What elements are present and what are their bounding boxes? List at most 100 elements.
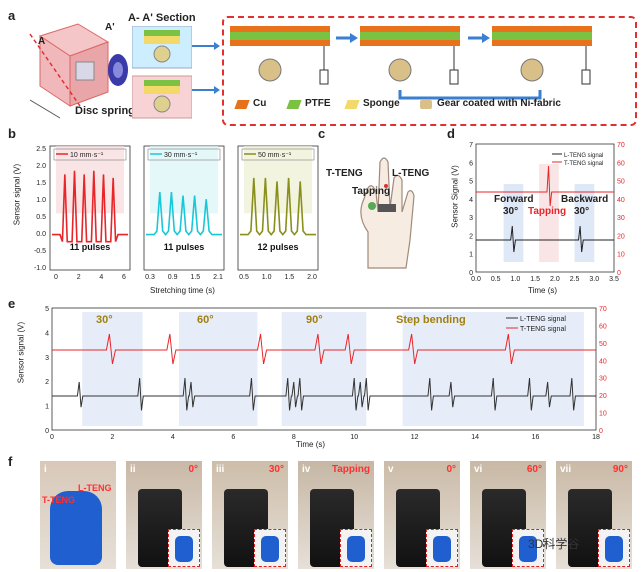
section-arrows xyxy=(192,42,220,94)
d-ytick-left: 1 xyxy=(469,252,473,259)
photo-angle: 90° xyxy=(612,464,628,475)
backward-angle: 30° xyxy=(574,206,590,217)
d-ytick-left: 2 xyxy=(469,233,473,240)
b-legend-box-2 xyxy=(241,148,315,161)
panel-b-ylabel: Sensor signal (V) xyxy=(12,163,22,226)
b-legend-box-0 xyxy=(53,148,127,161)
e-l-teng-trace xyxy=(52,377,596,411)
e-legend-l: L-TENG signal xyxy=(520,316,566,323)
dim-a2-label: A' xyxy=(105,22,115,33)
glove-image xyxy=(261,536,279,562)
glove-inset xyxy=(426,529,458,567)
panel-e-label: e xyxy=(8,296,16,311)
d-ytick-left: 3 xyxy=(469,215,473,222)
d-ytick-left: 4 xyxy=(469,197,473,204)
d-ytick-left: 5 xyxy=(469,179,473,186)
legend-gear-swatch xyxy=(420,100,432,109)
d-ytick-right: 30 xyxy=(617,215,625,222)
photo-ii: ii 0° xyxy=(126,461,202,569)
e-ytick-right: 50 xyxy=(599,341,607,348)
glove-image xyxy=(175,536,193,562)
backward-label: Backward xyxy=(561,194,609,205)
e-ytick-right: 60 xyxy=(599,323,607,330)
glove-image xyxy=(347,536,365,562)
e-ytick-left: 3 xyxy=(45,355,49,362)
photo-vii: vii 90° xyxy=(556,461,632,569)
e-xtick: 0 xyxy=(50,434,54,441)
d-xtick: 3.5 xyxy=(609,276,619,283)
e-xtick: 6 xyxy=(231,434,235,441)
e-highlight-0 xyxy=(82,312,143,426)
glove-image xyxy=(50,491,102,565)
mechanism-frame xyxy=(222,16,637,126)
hand-illustration xyxy=(360,157,415,269)
angle-90-label: 90° xyxy=(306,314,323,326)
angle-30-label: 30° xyxy=(96,314,113,326)
d-t-teng-trace xyxy=(476,165,614,207)
b-ytick: 0.5 xyxy=(36,214,46,221)
e-xtick: 16 xyxy=(532,434,540,441)
d-ytick-right: 40 xyxy=(617,197,625,204)
e-ytick-left: 2 xyxy=(45,379,49,386)
b-pulses-2: 12 pulses xyxy=(257,242,298,252)
b-ytick: 2.0 xyxy=(36,163,46,170)
photo-tag: vi xyxy=(474,464,483,475)
d-xtick: 1.5 xyxy=(530,276,540,283)
d-xtick: 0.5 xyxy=(491,276,501,283)
d-legend-t: T-TENG signal xyxy=(564,161,603,167)
d-ytick-right: 0 xyxy=(617,270,621,277)
panel-b-xlabel: Stretching time (s) xyxy=(150,286,215,295)
glove-inset xyxy=(168,529,200,567)
glove-inset xyxy=(598,529,630,567)
b-pulses-1: 11 pulses xyxy=(164,242,205,252)
tapping-label: Tapping xyxy=(352,186,391,197)
e-ytick-right: 40 xyxy=(599,358,607,365)
legend-sponge: Sponge xyxy=(363,98,400,109)
d-ytick-right: 20 xyxy=(617,233,625,240)
photo-angle: 0° xyxy=(446,464,456,475)
b-xtick: 0.9 xyxy=(168,274,178,281)
e-highlight-1 xyxy=(178,312,258,426)
panel-b-yticks: 2.5 2.0 1.5 1.0 0.5 0.0 -0.5 -1.0 xyxy=(24,146,48,272)
b-signal-trace-0 xyxy=(52,170,128,243)
disc-spring-label: Disc spring xyxy=(75,105,135,117)
e-xtick: 12 xyxy=(411,434,419,441)
e-highlight-3 xyxy=(402,312,584,426)
tapping-signal-label: Tapping xyxy=(528,206,567,217)
b-xtick: 1.5 xyxy=(284,274,294,281)
e-xtick: 10 xyxy=(350,434,358,441)
glove-image xyxy=(433,536,451,562)
b-xtick: 0.3 xyxy=(145,274,155,281)
photo-vi: vi 60° xyxy=(470,461,546,569)
b-ytick: -1.0 xyxy=(33,265,46,272)
e-xtick: 14 xyxy=(471,434,479,441)
b-signal-trace-1 xyxy=(146,191,222,236)
e-ytick-left: 0 xyxy=(45,428,49,435)
angle-60-label: 60° xyxy=(197,314,214,326)
e-highlight-2 xyxy=(281,312,367,426)
b-ytick: 1.0 xyxy=(36,197,46,204)
e-ytick-right: 10 xyxy=(599,411,607,418)
d-ytick-left: 0 xyxy=(469,270,473,277)
glove-image xyxy=(519,536,537,562)
glove-image xyxy=(605,536,623,562)
b-xtick: 4 xyxy=(99,274,103,281)
b-legend-0: 10 mm·s⁻¹ xyxy=(70,152,104,159)
d-highlight-tapping xyxy=(539,164,559,262)
photo-tag: vii xyxy=(560,464,572,475)
b-xtick: 2.0 xyxy=(307,274,317,281)
panel-d-label: d xyxy=(447,126,455,141)
b-xtick: 2.1 xyxy=(213,274,223,281)
l-teng-label: L-TENG xyxy=(392,168,430,179)
panel-b-label: b xyxy=(8,126,16,141)
b-xtick: 2 xyxy=(77,274,81,281)
glove-inset xyxy=(254,529,286,567)
photo-angle: 30° xyxy=(268,464,284,475)
b-pulses-0: 11 pulses xyxy=(70,242,111,252)
photo-l-teng-label: L-TENG xyxy=(78,483,112,493)
photo-angle: 0° xyxy=(188,464,198,475)
d-ytick-right: 60 xyxy=(617,160,625,167)
watermark: 3D科学谷 xyxy=(528,537,580,551)
b-legend-box-1 xyxy=(147,148,221,161)
d-ytick-left: 7 xyxy=(469,142,473,149)
